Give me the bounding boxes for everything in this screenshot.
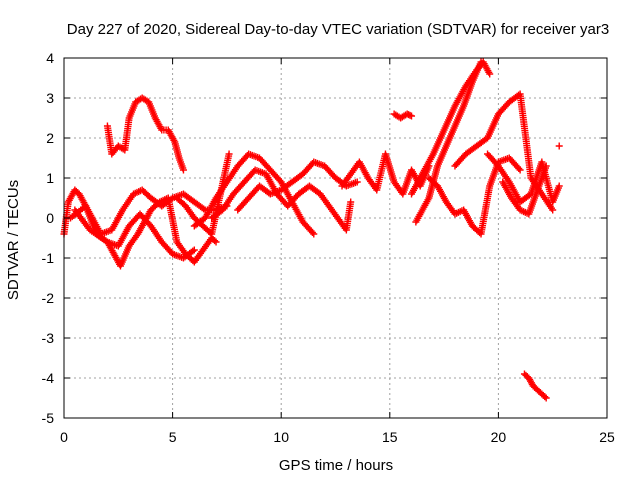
data-point <box>212 238 220 246</box>
data-point <box>347 198 355 206</box>
y-tick-label: 0 <box>46 210 54 226</box>
y-tick-label: 1 <box>46 170 54 186</box>
series-sat-l <box>412 58 485 226</box>
data-point <box>477 58 485 66</box>
series-sat-q <box>520 370 550 402</box>
data-point <box>353 178 361 186</box>
data-point <box>200 205 208 213</box>
x-tick-label: 0 <box>60 429 68 445</box>
x-tick-label: 25 <box>599 429 615 445</box>
data-point <box>408 112 416 120</box>
grid <box>64 58 607 418</box>
y-tick-label: 4 <box>46 50 54 66</box>
series-sat-m <box>425 154 524 238</box>
data-point <box>555 182 563 190</box>
plot-frame <box>63 57 608 419</box>
data-point <box>542 394 550 402</box>
data-point <box>541 393 549 401</box>
y-tick-label: -2 <box>42 290 55 306</box>
series-sat-i <box>338 150 433 198</box>
series-sat-j <box>390 110 416 122</box>
series-sat-h <box>234 158 361 214</box>
data-point <box>555 142 563 150</box>
x-tick-label: 10 <box>273 429 289 445</box>
y-tick-label: -5 <box>42 410 55 426</box>
data-point <box>211 237 219 245</box>
x-tick-label: 20 <box>491 429 507 445</box>
y-axis-label: SDTVAR / TECUs <box>5 180 22 300</box>
data-point <box>225 150 233 158</box>
series-sat-k <box>408 58 494 198</box>
data-point <box>189 247 197 255</box>
series-sat-b <box>103 94 187 174</box>
data-point <box>308 229 316 236</box>
data-point <box>549 206 557 214</box>
series-sat-n <box>451 90 557 214</box>
x-tick-label: 15 <box>382 429 398 445</box>
y-tick-label: 3 <box>46 90 54 106</box>
y-tick-label: -1 <box>42 250 55 266</box>
data-point <box>542 162 550 170</box>
series-sat-g <box>208 166 355 234</box>
data-point <box>190 246 198 254</box>
series-sat-r <box>555 142 563 150</box>
y-tick-label: 2 <box>46 130 54 146</box>
data-point <box>310 230 318 238</box>
data-point <box>179 166 187 174</box>
series-sat-p <box>499 162 550 218</box>
x-tick-label: 5 <box>169 429 177 445</box>
data-point <box>515 165 523 172</box>
data-points <box>60 58 563 402</box>
chart-title: Day 227 of 2020, Sidereal Day-to-day VTE… <box>67 21 609 38</box>
data-point <box>516 166 524 174</box>
y-tick-label: -4 <box>42 370 55 386</box>
data-point <box>486 70 494 78</box>
x-axis-label: GPS time / hours <box>279 457 393 474</box>
y-tick-label: -3 <box>42 330 55 346</box>
series-sat-d <box>71 206 198 262</box>
